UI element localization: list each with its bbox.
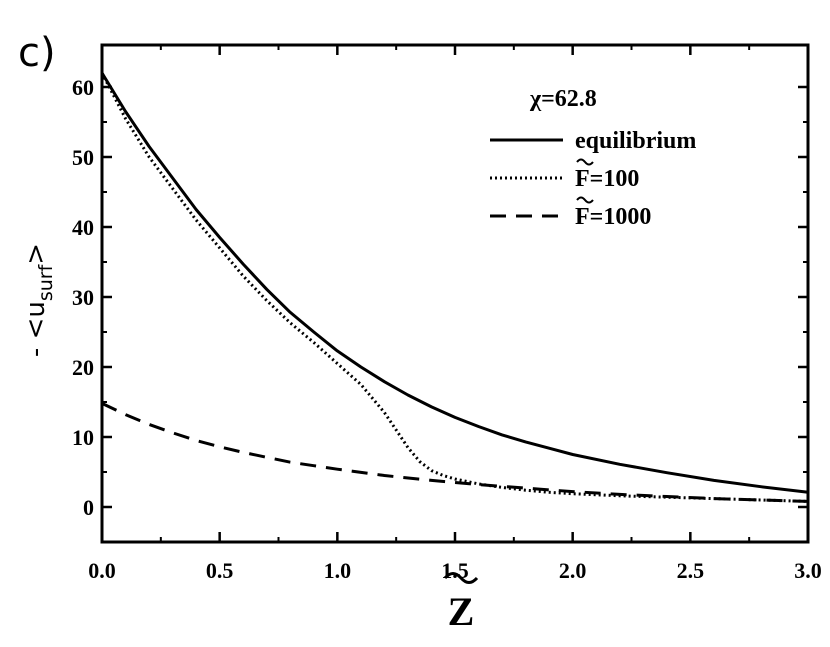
legend: χ=62.8 equilibrium F=100 F=1000 <box>490 86 696 230</box>
x-axis-title: Z <box>443 572 479 634</box>
svg-text:- <usurf>: - <usurf> <box>21 243 57 357</box>
y-tick-label: 40 <box>72 215 94 240</box>
panel-label: c) <box>18 30 56 76</box>
legend-tilde-f100 <box>576 158 594 166</box>
legend-entry-f1000: F=1000 <box>490 196 651 230</box>
x-tick-label: 1.0 <box>324 558 352 583</box>
x-axis-ticks: 0.0 0.5 1.0 1.5 2.0 2.5 3.0 <box>88 45 822 583</box>
y-axis-title: - <usurf> <box>21 243 57 357</box>
x-tick-label: 0.5 <box>206 558 234 583</box>
x-tick-label: 3.0 <box>794 558 822 583</box>
series-group <box>100 72 809 503</box>
series-line-dashed <box>101 402 809 503</box>
y-tick-label: 50 <box>72 145 94 170</box>
y-tick-label: 20 <box>72 355 94 380</box>
y-axis-title-subscript: surf <box>35 263 57 301</box>
y-tick-label: 10 <box>72 425 94 450</box>
x-tick-label: 2.0 <box>559 558 587 583</box>
y-axis-title-prefix: - <u <box>21 301 51 357</box>
x-axis-title-tilde <box>443 572 479 584</box>
series-line-solid <box>100 72 809 494</box>
x-tick-label: 0.0 <box>88 558 116 583</box>
legend-label-f1000: F=1000 <box>575 204 651 230</box>
series-line-dotted <box>100 72 809 503</box>
y-tick-label: 30 <box>72 285 94 310</box>
legend-entry-f100: F=100 <box>490 158 639 192</box>
y-tick-label: 0 <box>83 495 94 520</box>
legend-entry-equilibrium: equilibrium <box>490 128 696 154</box>
y-axis-ticks: 0 10 20 30 40 50 60 <box>72 75 808 520</box>
x-tick-label: 1.5 <box>441 558 469 583</box>
y-axis-title-suffix: > <box>21 243 51 265</box>
plot-frame <box>100 43 810 544</box>
legend-label-f100: F=100 <box>575 166 639 192</box>
y-tick-label: 60 <box>72 75 94 100</box>
legend-tilde-f1000 <box>576 196 594 204</box>
x-axis-title-text: Z <box>448 589 475 634</box>
x-tick-label: 2.5 <box>677 558 705 583</box>
legend-label-equilibrium: equilibrium <box>575 128 696 154</box>
legend-title: χ=62.8 <box>529 86 597 112</box>
